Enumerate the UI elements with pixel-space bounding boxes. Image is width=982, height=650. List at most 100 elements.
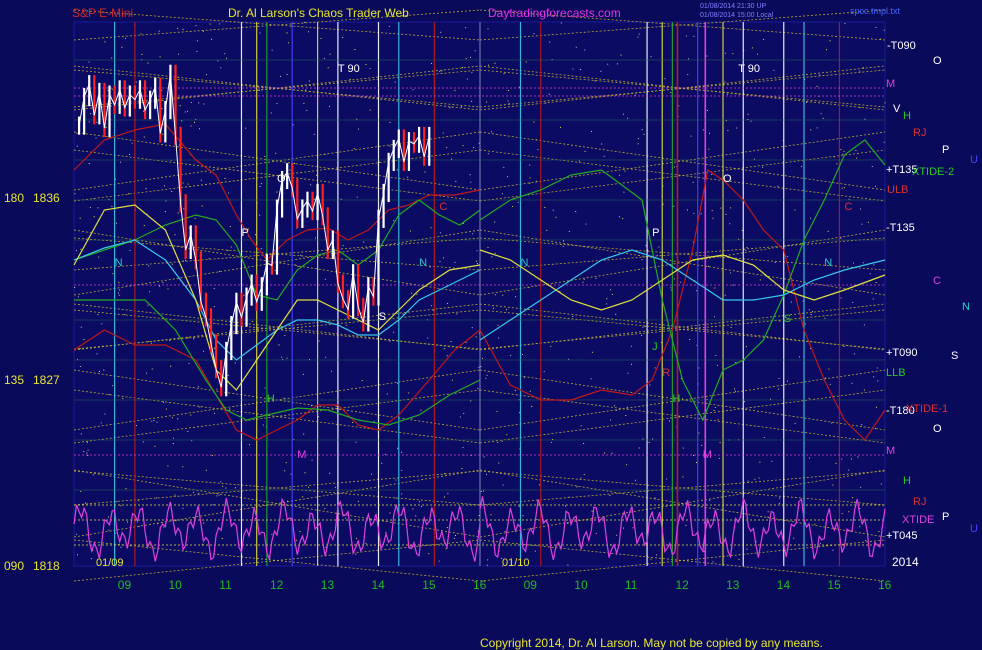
star-dot xyxy=(227,250,229,252)
star-dot xyxy=(844,23,846,24)
star-dot xyxy=(682,398,683,400)
star-dot xyxy=(799,356,800,358)
star-dot xyxy=(469,174,471,176)
star-dot xyxy=(150,342,152,344)
star-dot xyxy=(696,344,698,346)
x-tick-label: 13 xyxy=(726,578,740,592)
star-dot xyxy=(637,138,639,139)
star-dot xyxy=(145,188,147,190)
star-dot xyxy=(682,447,684,449)
star-dot xyxy=(97,207,99,209)
star-dot xyxy=(740,516,742,518)
star-dot xyxy=(832,484,834,486)
star-dot xyxy=(346,324,348,326)
star-dot xyxy=(104,41,106,43)
star-dot xyxy=(647,249,649,251)
star-dot xyxy=(276,103,278,104)
star-dot xyxy=(497,324,499,326)
star-dot xyxy=(711,210,713,212)
star-dot xyxy=(502,193,503,195)
y-angle-label: 135 xyxy=(4,373,24,387)
star-dot xyxy=(779,497,781,499)
star-dot xyxy=(271,49,273,51)
star-dot xyxy=(470,400,472,402)
star-dot xyxy=(514,390,516,391)
star-dot xyxy=(777,185,779,187)
panel-marker: C xyxy=(845,201,853,213)
star-dot xyxy=(620,54,622,56)
star-dot xyxy=(507,100,509,102)
star-dot xyxy=(76,132,78,134)
star-dot xyxy=(396,169,398,171)
star-dot xyxy=(706,55,708,57)
y-price-label: 1827 xyxy=(33,373,60,387)
star-dot xyxy=(568,496,570,498)
right-level-label: M xyxy=(886,78,895,90)
star-dot xyxy=(323,57,325,59)
star-dot xyxy=(92,549,94,551)
star-dot xyxy=(862,262,864,264)
curve-cyan xyxy=(73,239,481,361)
star-dot xyxy=(606,298,608,300)
star-dot xyxy=(224,53,226,55)
x-start-label: 01/10 xyxy=(502,557,530,569)
star-dot xyxy=(462,145,464,146)
star-dot xyxy=(445,548,447,550)
star-dot xyxy=(286,357,288,359)
star-dot xyxy=(88,121,90,123)
star-dot xyxy=(198,386,200,388)
star-dot xyxy=(196,50,198,52)
star-dot xyxy=(501,565,503,567)
star-dot xyxy=(194,218,196,219)
star-dot xyxy=(610,419,611,421)
star-dot xyxy=(88,163,90,164)
star-dot xyxy=(190,414,192,416)
star-dot xyxy=(259,32,261,34)
star-dot xyxy=(687,74,689,76)
star-dot xyxy=(79,217,81,219)
star-dot xyxy=(712,217,714,219)
star-dot xyxy=(562,245,564,247)
right-level-label: XTIDE-2 xyxy=(912,166,954,178)
star-dot xyxy=(371,473,372,475)
right-level-label: -T135 xyxy=(886,222,915,234)
star-dot xyxy=(222,485,224,487)
star-dot xyxy=(643,133,645,135)
star-dot xyxy=(674,166,676,168)
star-dot xyxy=(709,499,711,501)
star-dot xyxy=(260,248,262,250)
star-dot xyxy=(493,307,495,309)
star-dot xyxy=(88,61,90,63)
star-dot xyxy=(259,214,261,216)
star-dot xyxy=(466,78,468,80)
star-dot xyxy=(615,409,617,411)
star-dot xyxy=(286,74,288,75)
star-dot xyxy=(623,527,624,529)
star-dot xyxy=(806,101,808,103)
right-level-label: -T090 xyxy=(887,40,916,52)
star-dot xyxy=(536,519,538,520)
star-dot xyxy=(494,252,496,254)
star-dot xyxy=(202,543,204,545)
star-dot xyxy=(730,207,732,209)
star-dot xyxy=(354,49,356,50)
star-dot xyxy=(840,297,842,299)
star-dot xyxy=(537,149,539,151)
header-site[interactable]: Daytradingforecasts.com xyxy=(488,6,621,20)
star-dot xyxy=(819,542,821,544)
x-tick-label: 16 xyxy=(473,578,487,592)
star-dot xyxy=(525,61,527,63)
star-dot xyxy=(147,341,149,342)
star-dot xyxy=(446,147,448,149)
star-dot xyxy=(181,120,183,122)
star-dot xyxy=(790,301,792,303)
header-file: spcc.tmpl.txt xyxy=(850,6,901,16)
star-dot xyxy=(794,422,796,424)
star-dot xyxy=(439,261,441,262)
star-dot xyxy=(431,63,433,64)
right-level-label: C xyxy=(933,275,941,287)
star-dot xyxy=(714,407,716,408)
star-dot xyxy=(560,22,562,24)
star-dot xyxy=(154,445,156,447)
header-stamp-2: 01/08/2014 15:00 Local xyxy=(700,12,774,19)
